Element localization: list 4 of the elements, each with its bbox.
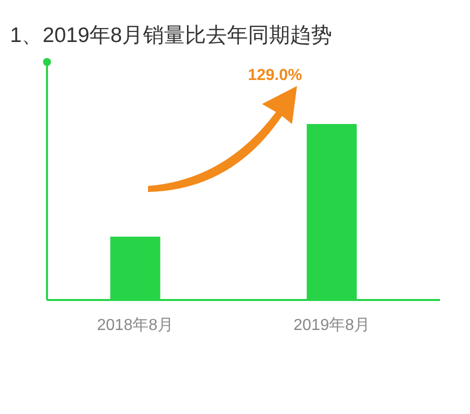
x-tick-label: 2019年8月 xyxy=(294,317,370,334)
x-tick-label: 2018年8月 xyxy=(97,317,174,334)
chart-title: 1、2019年8月销量比去年同期趋势 xyxy=(10,24,332,47)
text: 129.0% xyxy=(248,67,302,84)
